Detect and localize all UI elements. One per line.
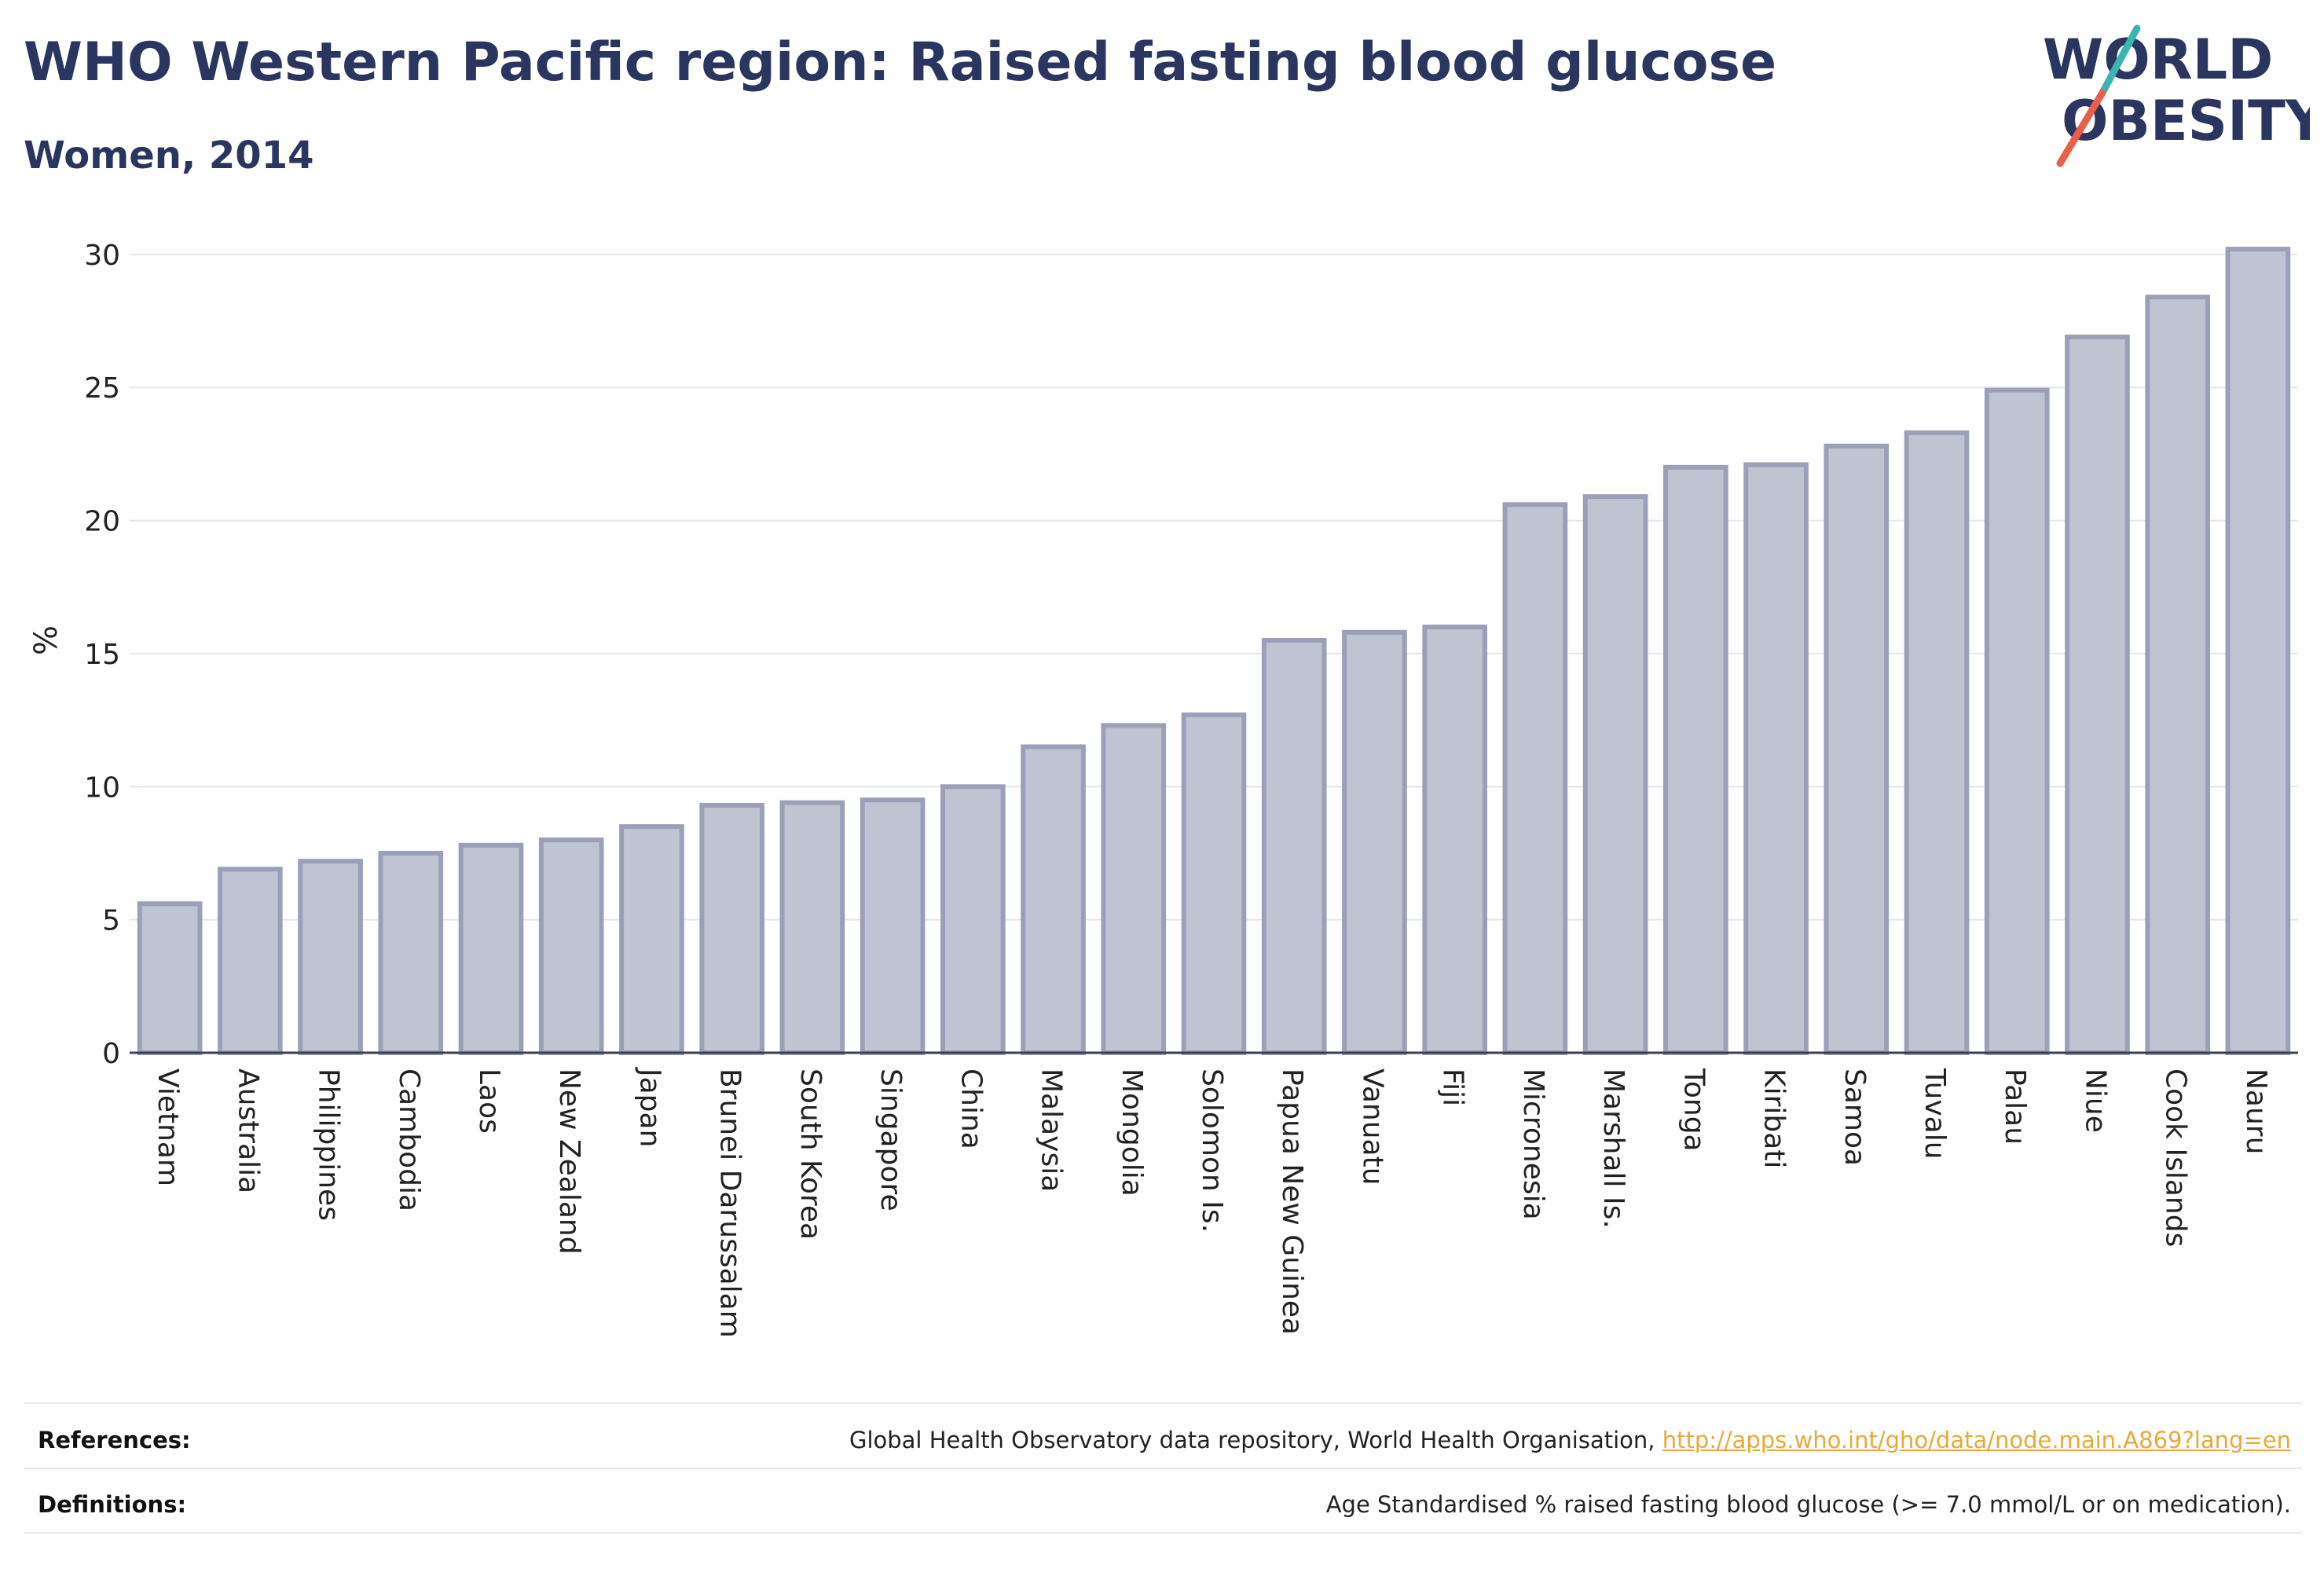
bar [1824, 443, 1890, 1055]
x-tick-label: Micronesia [1517, 1068, 1549, 1220]
definitions-value: Age Standardised % raised fasting blood … [1325, 1491, 2291, 1518]
bar [137, 901, 203, 1056]
x-tick-label: Singapore [874, 1068, 907, 1211]
x-tick-label: Vietnam [152, 1068, 184, 1186]
logo-slash-top [2099, 24, 2141, 97]
x-tick-label: New Zealand [553, 1068, 585, 1255]
y-tick-label: 25 [84, 372, 120, 405]
bar [1663, 464, 1728, 1055]
bar [2225, 247, 2291, 1055]
bar [779, 800, 845, 1055]
footer-top-rule [24, 1402, 2302, 1404]
x-tick-labels: Vietnam Australia Philippines Cambodia Laos N… [152, 1067, 2272, 1338]
bar [1181, 712, 1247, 1055]
y-tick-labels: 0 5 10 15 20 25 30 [84, 240, 120, 1070]
bar [2065, 334, 2130, 1055]
bar [1502, 502, 1568, 1055]
chart-subtitle: Women, 2014 [24, 134, 314, 178]
bar [298, 859, 363, 1055]
y-tick-label: 10 [84, 772, 120, 804]
bar [218, 867, 283, 1055]
bar [699, 803, 764, 1055]
bar-chart: 0 5 10 15 20 25 30 Vietnam Australia Philippines… [28, 240, 2298, 1338]
x-tick-label: Laos [473, 1068, 505, 1134]
bar [2145, 295, 2210, 1055]
bar [378, 850, 444, 1056]
bar [1743, 462, 1809, 1055]
y-tick-label: 5 [102, 905, 120, 937]
x-tick-label: Philippines [313, 1068, 345, 1221]
bar [1422, 625, 1488, 1055]
x-tick-label: South Korea [794, 1068, 827, 1240]
bar [940, 784, 1006, 1056]
definitions-label: Definitions: [38, 1491, 187, 1518]
references-link[interactable]: http://apps.who.int/gho/data/node.main.A… [1662, 1427, 2291, 1453]
x-tick-label: Nauru [2240, 1068, 2272, 1154]
bar [1261, 638, 1327, 1055]
bar [1021, 744, 1086, 1056]
bar [538, 837, 604, 1055]
x-tick-label: Marshall Is. [1597, 1068, 1629, 1229]
bar [1342, 629, 1407, 1055]
references-text: Global Health Observatory data repositor… [849, 1427, 1655, 1453]
bar [1101, 723, 1167, 1055]
x-tick-label: Fiji [1437, 1068, 1469, 1106]
x-tick-label: Tuvalu [1919, 1068, 1951, 1160]
references-row: References: Global Health Observatory da… [24, 1406, 2302, 1469]
bar [860, 797, 926, 1056]
x-tick-label: Cambodia [393, 1068, 425, 1211]
x-tick-label: Malaysia [1036, 1068, 1068, 1192]
y-tick-label: 0 [102, 1038, 120, 1070]
bar [619, 824, 684, 1056]
bar [1904, 430, 1970, 1055]
x-tick-label: Brunei Darussalam [714, 1068, 746, 1338]
world-obesity-logo: WORLD OBESITY [2043, 24, 2310, 167]
x-tick-label: Niue [2079, 1068, 2111, 1133]
footer-bottom-rule [24, 1532, 2302, 1534]
y-tick-label: 20 [84, 506, 120, 538]
footer-middle-rule [24, 1468, 2302, 1469]
y-tick-label: 15 [84, 639, 120, 671]
x-tick-label: Kiribati [1758, 1068, 1791, 1168]
chart-title: WHO Western Pacific region: Raised fasti… [24, 31, 1777, 93]
bars [137, 247, 2291, 1056]
x-tick-label: Australia [232, 1068, 264, 1193]
x-tick-label: Cook Islands [2160, 1068, 2192, 1247]
x-tick-label: Vanuatu [1356, 1068, 1388, 1186]
bar [458, 842, 524, 1055]
logo-line2: OBESITY [2062, 89, 2310, 153]
x-tick-label: Palau [1999, 1068, 2031, 1145]
x-tick-label: Papua New Guinea [1276, 1068, 1308, 1335]
bar [1984, 387, 2050, 1055]
x-tick-label: Mongolia [1116, 1068, 1148, 1197]
x-tick-label: Tonga [1677, 1068, 1710, 1152]
y-axis-label: % [28, 625, 64, 655]
x-tick-label: Japan [633, 1067, 665, 1147]
y-tick-label: 30 [84, 240, 120, 272]
definitions-row: Definitions: Age Standardised % raised f… [24, 1471, 2302, 1534]
x-tick-label: China [955, 1068, 987, 1149]
bar [1582, 494, 1648, 1055]
references-value: Global Health Observatory data repositor… [849, 1427, 2291, 1453]
x-tick-label: Samoa [1838, 1068, 1871, 1166]
x-tick-label: Solomon Is. [1196, 1068, 1228, 1233]
logo-line1: WORLD [2043, 27, 2273, 92]
logo-slash-bottom [2056, 89, 2106, 167]
references-label: References: [38, 1427, 191, 1453]
